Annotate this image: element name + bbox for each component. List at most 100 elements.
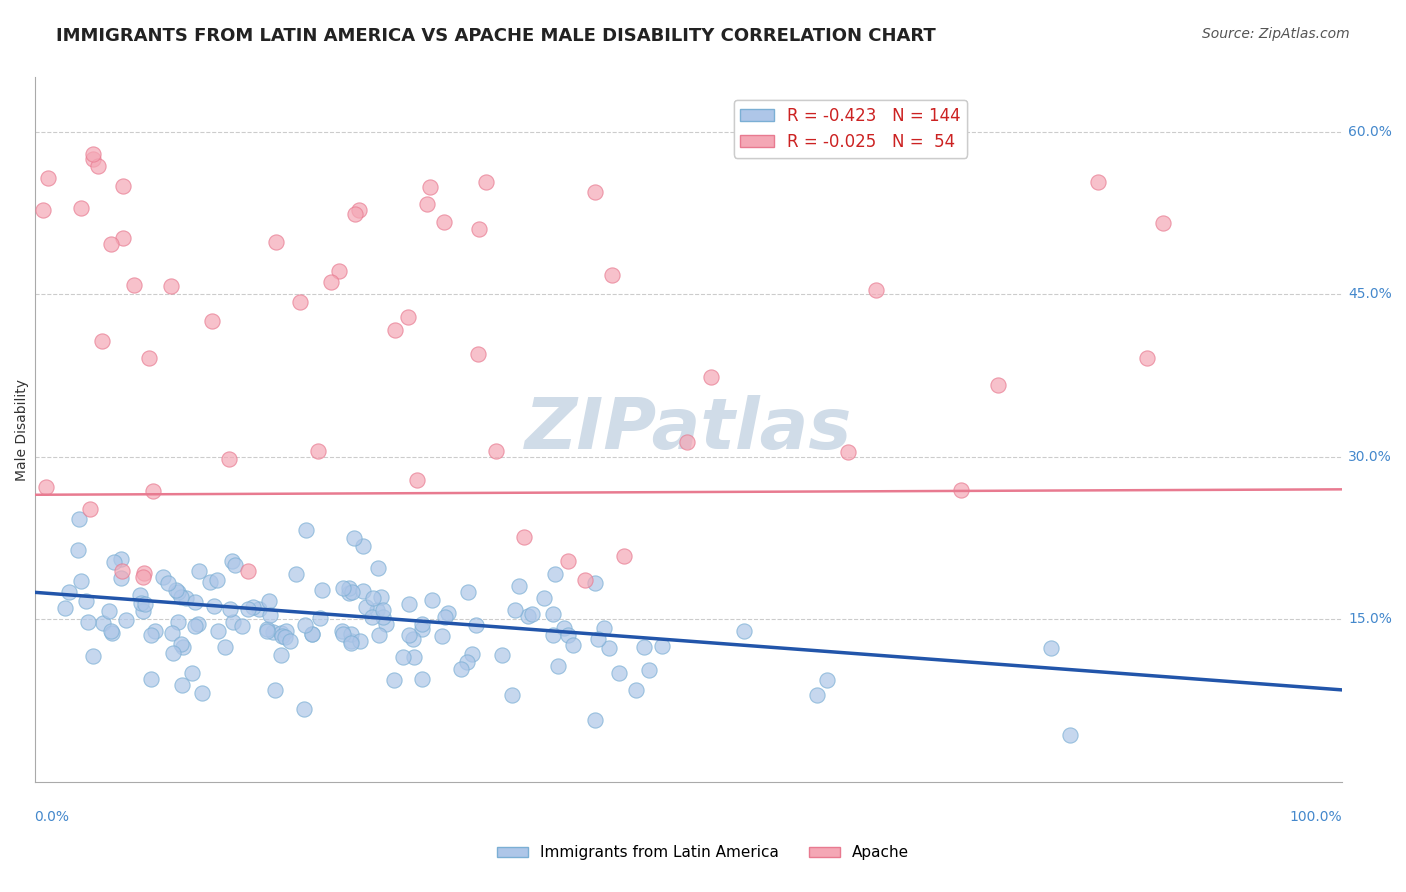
Point [520, 607, 543, 622]
Point [138, 351, 160, 365]
Point [257, 593, 280, 607]
Point [465, 618, 488, 632]
Point [361, 591, 384, 606]
Point [184, 595, 207, 609]
Point [231, 619, 253, 633]
Point [553, 622, 575, 636]
Point [132, 604, 155, 618]
Point [330, 624, 353, 638]
Point [950, 483, 973, 497]
Legend: Immigrants from Latin America, Apache: Immigrants from Latin America, Apache [491, 839, 915, 866]
Point [361, 609, 384, 624]
Point [468, 222, 491, 236]
Point [98, 604, 121, 618]
Point [806, 688, 828, 702]
Point [416, 197, 439, 211]
Point [401, 632, 423, 647]
Point [541, 607, 564, 621]
Text: 30.0%: 30.0% [1348, 450, 1392, 464]
Point [69, 512, 91, 526]
Point [585, 713, 607, 727]
Point [170, 678, 193, 692]
Point [82, 648, 104, 663]
Point [366, 603, 388, 617]
Point [152, 570, 174, 584]
Point [187, 617, 209, 632]
Point [501, 688, 523, 702]
Point [201, 313, 224, 327]
Point [174, 591, 197, 605]
Point [392, 650, 415, 665]
Point [517, 609, 540, 624]
Point [160, 625, 183, 640]
Point [207, 624, 229, 638]
Point [384, 323, 406, 337]
Point [837, 445, 859, 459]
Point [82, 152, 104, 166]
Point [236, 564, 259, 578]
Point [339, 627, 361, 641]
Point [91, 615, 114, 630]
Point [256, 622, 278, 636]
Y-axis label: Male Disability: Male Disability [15, 379, 30, 481]
Point [274, 624, 297, 638]
Point [307, 444, 329, 458]
Point [456, 655, 478, 669]
Point [156, 576, 179, 591]
Point [100, 624, 122, 638]
Point [543, 628, 565, 642]
Point [66, 543, 89, 558]
Point [166, 615, 188, 630]
Point [457, 585, 479, 599]
Point [450, 662, 472, 676]
Point [139, 628, 162, 642]
Point [100, 237, 122, 252]
Point [31, 202, 53, 217]
Point [332, 626, 354, 640]
Point [90, 334, 112, 348]
Point [411, 617, 433, 632]
Point [160, 278, 183, 293]
Point [352, 583, 374, 598]
Point [87, 159, 110, 173]
Point [162, 646, 184, 660]
Point [332, 582, 354, 596]
Point [328, 263, 350, 277]
Point [129, 588, 152, 602]
Point [270, 648, 292, 663]
Text: 0.0%: 0.0% [35, 810, 69, 824]
Point [562, 638, 585, 652]
Point [311, 583, 333, 598]
Point [340, 585, 363, 599]
Point [491, 648, 513, 663]
Point [70, 574, 93, 589]
Point [398, 628, 420, 642]
Point [633, 640, 655, 654]
Point [101, 626, 124, 640]
Point [347, 202, 370, 217]
Point [82, 147, 104, 161]
Point [508, 579, 530, 593]
Text: ZIPatlas: ZIPatlas [524, 395, 852, 464]
Point [675, 435, 697, 450]
Point [533, 591, 555, 605]
Point [598, 641, 620, 656]
Point [382, 673, 405, 687]
Point [437, 606, 460, 620]
Point [262, 624, 284, 639]
Point [433, 610, 456, 624]
Point [343, 531, 366, 545]
Point [180, 666, 202, 681]
Point [221, 554, 243, 568]
Point [650, 639, 672, 653]
Point [600, 268, 623, 282]
Point [467, 347, 489, 361]
Point [191, 686, 214, 700]
Point [301, 627, 323, 641]
Point [547, 659, 569, 673]
Point [134, 597, 156, 611]
Point [513, 530, 536, 544]
Point [583, 575, 606, 590]
Point [259, 607, 281, 622]
Point [264, 683, 287, 698]
